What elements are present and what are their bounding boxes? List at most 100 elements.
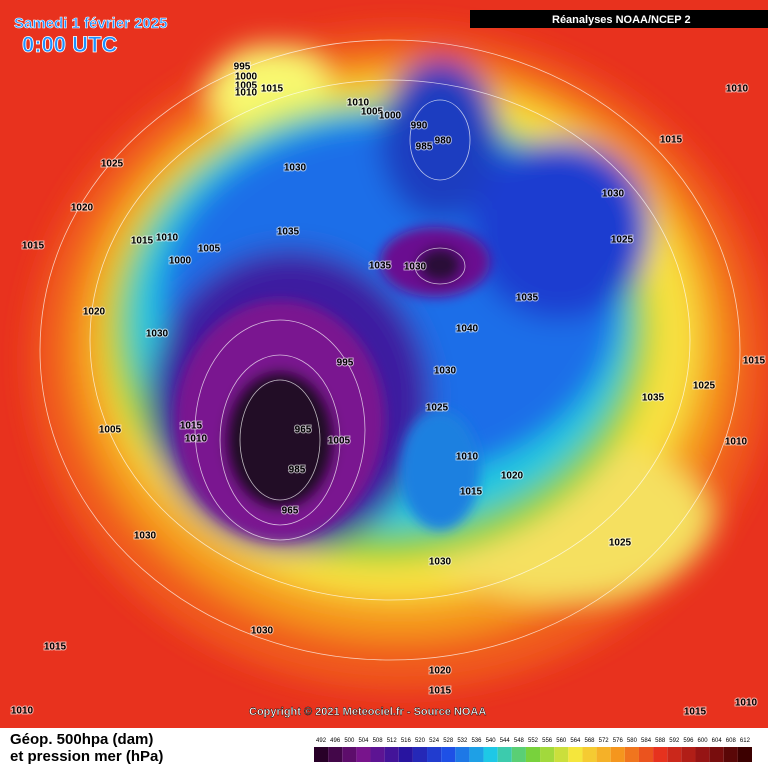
source-banner-bg [470, 10, 768, 28]
colorbar-swatch [328, 747, 343, 762]
isobar-label: 1025 [693, 381, 716, 392]
colorbar-swatch [596, 747, 611, 762]
isobar-label: 995 [337, 358, 354, 369]
colorbar-label: 540 [486, 738, 497, 744]
isobar-label: 1015 [131, 236, 154, 247]
colorbar-label: 524 [429, 738, 440, 744]
isobar-label: 1010 [726, 84, 749, 95]
colorbar-swatch [441, 747, 456, 762]
isobar-label: 1005 [235, 81, 258, 92]
colorbar-swatch [455, 747, 470, 762]
isobar-label: 1020 [83, 307, 106, 318]
copyright: Copyright © 2021 Meteociel.fr - Source N… [249, 706, 486, 718]
colorbar-swatch [356, 747, 371, 762]
time-title: 0:00 UTC [22, 32, 117, 57]
colorbar-label: 544 [500, 738, 511, 744]
isobar-label: 1010 [235, 88, 258, 99]
isobar-label: 1015 [460, 487, 483, 498]
colorbar-label: 556 [542, 738, 553, 744]
isobar-label: 1025 [611, 235, 634, 246]
colorbar-label: 608 [726, 738, 737, 744]
colorbar-label: 536 [471, 738, 482, 744]
isobar-label: 1035 [369, 261, 392, 272]
colorbar-swatch [681, 747, 696, 762]
isobar-label: 1035 [642, 393, 665, 404]
colorbar-swatch [554, 747, 569, 762]
isobar-label: 1000 [169, 256, 192, 267]
colorbar-swatch [695, 747, 710, 762]
isobar-label: 1025 [101, 159, 124, 170]
colorbar-swatch [723, 747, 738, 762]
isobar-label: 1030 [602, 189, 625, 200]
colorbar-label: 572 [599, 738, 610, 744]
isobar-label: 1030 [429, 557, 452, 568]
colorbar-swatch [370, 747, 385, 762]
isobar-label: 1010 [185, 434, 208, 445]
isobar-label: 985 [416, 142, 433, 153]
isobar-label: 1005 [99, 425, 122, 436]
source-banner: Réanalyses NOAA/NCEP 2 [552, 14, 691, 26]
isobar-label: 1015 [180, 421, 203, 432]
isobar-label: 1015 [660, 135, 683, 146]
isobar-label: 1025 [609, 538, 632, 549]
isobar-label: 1030 [434, 366, 457, 377]
colorbar-label: 588 [655, 738, 666, 744]
isobar-label: 1030 [404, 262, 427, 273]
colorbar-swatch [624, 747, 639, 762]
isobar-label: 1010 [456, 452, 479, 463]
colorbar-swatch [582, 747, 597, 762]
colorbar-swatch [610, 747, 625, 762]
isobar-label: 1005 [328, 436, 351, 447]
colorbar-label: 528 [443, 738, 454, 744]
isobar-label: 1015 [261, 84, 284, 95]
isobar-label: 1035 [277, 227, 300, 238]
colorbar-swatch [667, 747, 682, 762]
colorbar-swatch [412, 747, 428, 762]
isobar-label: 1020 [501, 471, 524, 482]
colorbar-swatch [314, 747, 329, 762]
colorbar-swatch [384, 747, 399, 762]
colorbar-label: 548 [514, 738, 525, 744]
isobar-label: 1040 [456, 324, 479, 335]
colorbar-label: 576 [613, 738, 624, 744]
colorbar-label: 564 [570, 738, 581, 744]
isobar-label: 1015 [684, 707, 707, 718]
isobar-label: 995 [234, 62, 251, 73]
colorbar-swatch [427, 747, 442, 762]
colorbar-swatch [511, 747, 526, 762]
isobar-label: 1030 [146, 329, 169, 340]
isobar-label: 1010 [347, 98, 370, 109]
colorbar-label: 584 [641, 738, 652, 744]
isobar-label: 1015 [743, 356, 766, 367]
isobar-label: 1000 [379, 111, 402, 122]
colorbar-label: 592 [669, 738, 680, 744]
colorbar-swatch [469, 747, 484, 762]
isobar-label: 985 [289, 465, 306, 476]
colorbar-label: 580 [627, 738, 638, 744]
colorbar-label: 516 [401, 738, 412, 744]
colorbar-swatch [653, 747, 668, 762]
isobar-label: 1015 [429, 686, 452, 697]
isobar-label: 1005 [198, 244, 221, 255]
isobar-label: 1030 [251, 626, 274, 637]
legend-line-1: Géop. 500hpa (dam) [10, 731, 153, 748]
colorbar-swatch [398, 747, 413, 762]
colorbar-swatch [638, 747, 654, 762]
colorbar-label: 568 [585, 738, 596, 744]
colorbar: 492 496 500 504 508 512 516 520 524 528 532 536 540 5… [314, 738, 752, 762]
colorbar-label: 512 [387, 738, 398, 744]
isobar-label: 1010 [156, 233, 179, 244]
colorbar-label: 500 [344, 738, 355, 744]
colorbar-label: 560 [556, 738, 567, 744]
isobar-label: 1010 [735, 698, 758, 709]
date-title: Samedi 1 février 2025 [14, 15, 167, 32]
colorbar-label: 600 [698, 738, 709, 744]
colorbar-label: 604 [712, 738, 723, 744]
colorbar-label: 596 [683, 738, 694, 744]
colorbar-swatch [737, 747, 752, 762]
isobar-label: 1015 [44, 642, 67, 653]
isobar-label: 1030 [284, 163, 307, 174]
isobar-label: 1000 [235, 72, 258, 83]
